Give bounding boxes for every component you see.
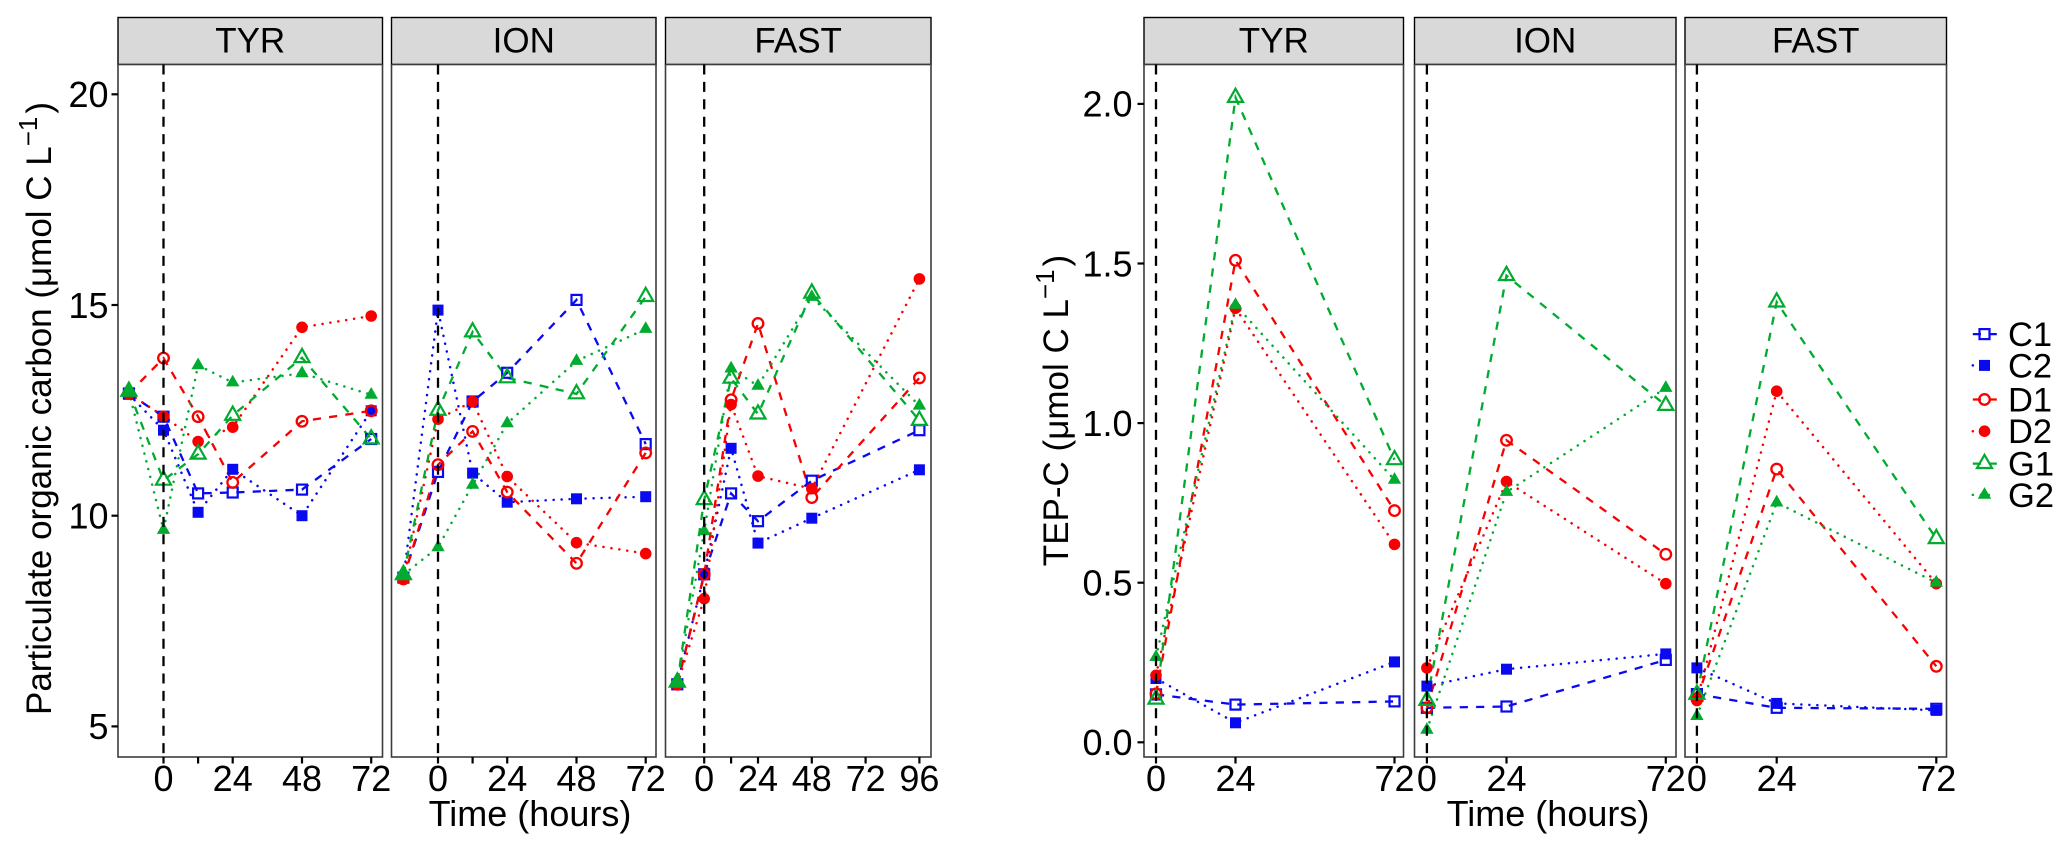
svg-text:0: 0 xyxy=(428,758,448,799)
svg-text:TYR: TYR xyxy=(1239,22,1309,61)
svg-text:1.0: 1.0 xyxy=(1082,403,1132,444)
svg-text:10: 10 xyxy=(68,496,108,537)
svg-text:72: 72 xyxy=(1916,758,1956,799)
svg-text:D1: D1 xyxy=(2008,382,2052,420)
svg-text:C2: C2 xyxy=(2008,347,2052,385)
svg-text:48: 48 xyxy=(282,758,322,799)
svg-text:24: 24 xyxy=(1757,758,1797,799)
svg-text:D2: D2 xyxy=(2008,413,2052,451)
svg-text:24: 24 xyxy=(487,758,527,799)
svg-text:24: 24 xyxy=(213,758,253,799)
svg-text:0.0: 0.0 xyxy=(1082,722,1132,763)
svg-text:48: 48 xyxy=(556,758,596,799)
svg-text:72: 72 xyxy=(1374,758,1414,799)
svg-text:FAST: FAST xyxy=(754,22,842,61)
svg-text:72: 72 xyxy=(626,758,666,799)
svg-text:5: 5 xyxy=(88,706,108,747)
svg-text:72: 72 xyxy=(1646,758,1686,799)
svg-text:72: 72 xyxy=(351,758,391,799)
svg-text:Time (hours): Time (hours) xyxy=(429,793,632,834)
svg-text:20: 20 xyxy=(68,74,108,115)
svg-text:FAST: FAST xyxy=(1772,22,1860,61)
svg-text:48: 48 xyxy=(792,758,832,799)
svg-text:ION: ION xyxy=(493,22,555,61)
svg-text:0: 0 xyxy=(153,758,173,799)
svg-text:24: 24 xyxy=(1486,758,1526,799)
svg-text:0: 0 xyxy=(1687,758,1707,799)
svg-text:C1: C1 xyxy=(2008,316,2052,354)
svg-text:G1: G1 xyxy=(2008,446,2054,484)
svg-text:ION: ION xyxy=(1514,22,1576,61)
svg-text:2.0: 2.0 xyxy=(1082,84,1132,125)
svg-text:Time (hours): Time (hours) xyxy=(1447,793,1650,834)
svg-text:TYR: TYR xyxy=(215,22,285,61)
svg-text:72: 72 xyxy=(846,758,886,799)
svg-text:Particulate organic carbon (μm: Particulate organic carbon (μmol C L−1 ) xyxy=(13,102,59,715)
svg-text:G2: G2 xyxy=(2008,477,2054,515)
svg-text:24: 24 xyxy=(1215,758,1255,799)
svg-text:0: 0 xyxy=(1146,758,1166,799)
svg-text:1.5: 1.5 xyxy=(1082,243,1132,284)
svg-text:0: 0 xyxy=(694,758,714,799)
svg-text:0.5: 0.5 xyxy=(1082,563,1132,604)
svg-text:TEP-C (μmol C L−1 ): TEP-C (μmol C L−1 ) xyxy=(1030,255,1076,566)
svg-text:15: 15 xyxy=(68,285,108,326)
svg-text:96: 96 xyxy=(899,758,939,799)
svg-text:0: 0 xyxy=(1417,758,1437,799)
svg-text:24: 24 xyxy=(738,758,778,799)
